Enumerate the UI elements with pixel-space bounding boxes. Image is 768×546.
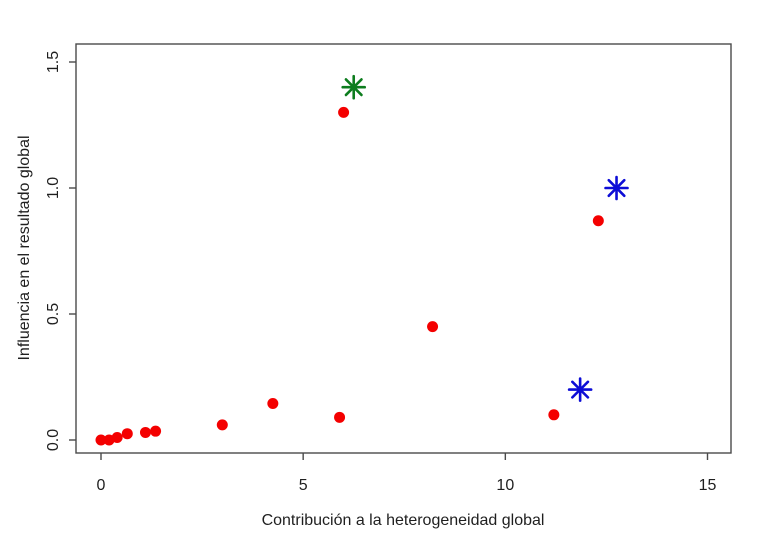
y-tick-label: 1.5 <box>45 51 62 73</box>
data-point-circle <box>139 426 151 438</box>
data-point-circle <box>216 419 228 431</box>
x-tick-label: 10 <box>496 477 514 494</box>
data-point-circle <box>592 215 604 227</box>
data-point-circle <box>548 409 560 421</box>
y-axis-title: Influencia en el resultado global <box>16 135 33 360</box>
data-points <box>95 74 629 446</box>
data-point-circle <box>95 434 107 446</box>
y-tick-label: 0.0 <box>45 429 62 451</box>
x-tick-label: 15 <box>699 477 717 494</box>
y-tick-label: 1.0 <box>45 177 62 199</box>
data-point-circle <box>334 411 346 423</box>
data-point-circle <box>338 106 350 118</box>
x-axis-title: Contribución a la heterogeneidad global <box>262 512 545 529</box>
data-point-circle <box>111 431 123 443</box>
data-point-circle <box>121 428 133 440</box>
y-tick-label: 0.5 <box>45 303 62 325</box>
data-point-asterisk <box>604 175 629 201</box>
plot-box <box>75 43 732 454</box>
x-tick-label: 5 <box>299 477 308 494</box>
x-tick-label: 0 <box>97 477 106 494</box>
data-point-circle <box>150 425 162 437</box>
data-point-circle <box>427 321 439 333</box>
data-point-asterisk <box>567 377 593 402</box>
asterisk-line <box>571 380 590 399</box>
data-point-asterisk <box>341 74 367 100</box>
asterisk-line <box>607 178 626 198</box>
data-point-circle <box>267 397 279 409</box>
asterisk-line <box>344 78 363 97</box>
axis-ticks: 0 5 10 15 0.0 0.5 1.0 1.5 <box>45 51 717 494</box>
